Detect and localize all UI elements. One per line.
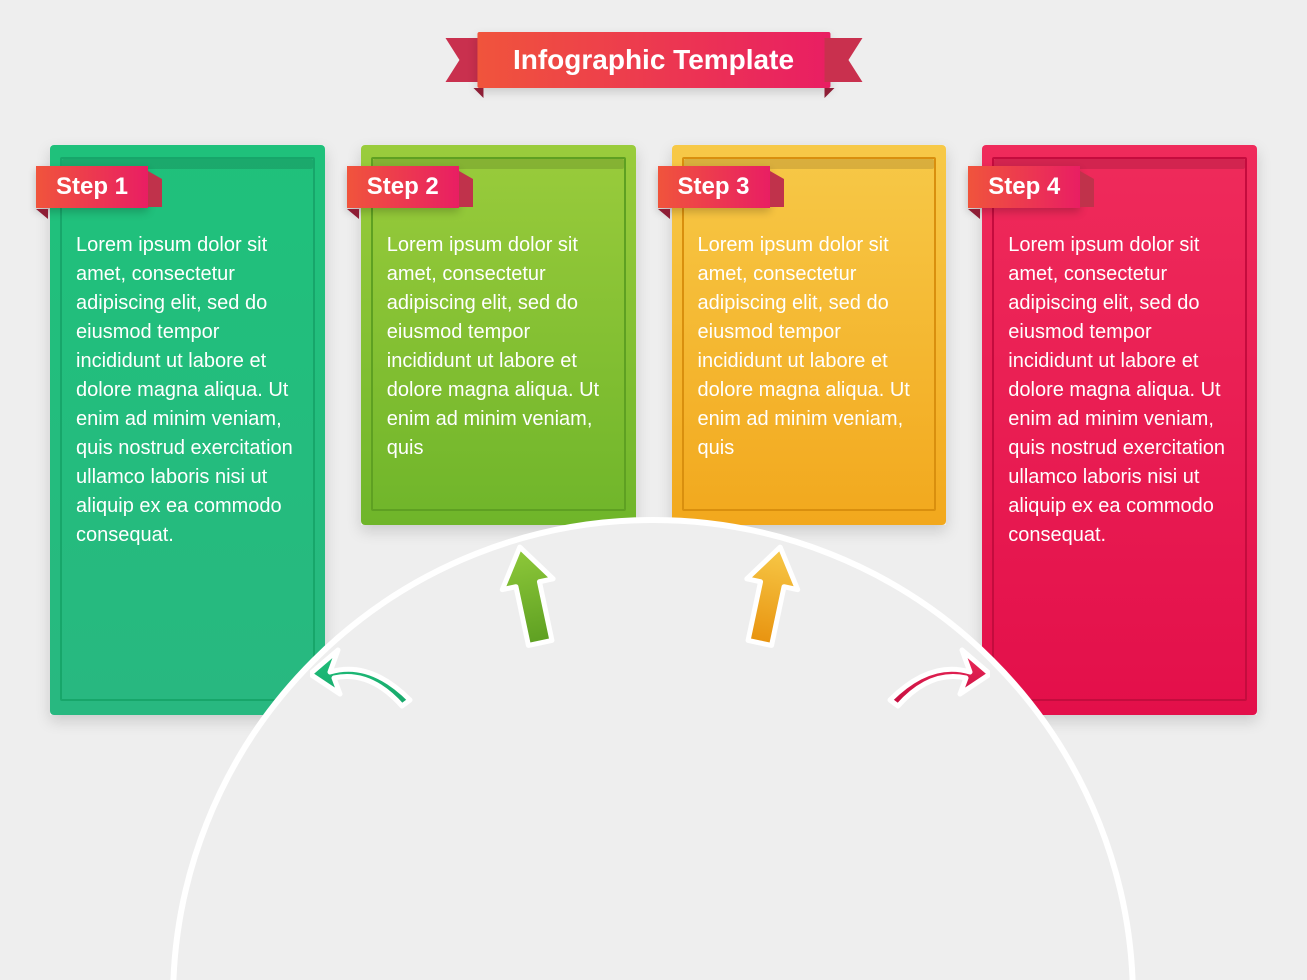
step-label-3: Step 3 (658, 166, 770, 208)
step-ribbon-2: Step 2 (347, 165, 459, 209)
step-column-2: Step 2 Lorem ipsum dolor sit amet, conse… (361, 145, 636, 525)
title-text: Infographic Template (513, 44, 794, 76)
step-text-2: Lorem ipsum dolor sit amet, consectetur … (387, 231, 610, 463)
step-column-3: Step 3 Lorem ipsum dolor sit amet, conse… (672, 145, 947, 525)
step-text-3: Lorem ipsum dolor sit amet, consectetur … (698, 231, 921, 463)
step-text-1: Lorem ipsum dolor sit amet, consectetur … (76, 231, 299, 550)
step-label-4: Step 4 (968, 166, 1080, 208)
columns-row: Step 1 Lorem ipsum dolor sit amet, conse… (50, 145, 1257, 715)
step-ribbon-1: Step 1 (36, 165, 148, 209)
title-ribbon: Infographic Template (445, 28, 862, 92)
step-ribbon-3: Step 3 (658, 165, 770, 209)
step-label-2: Step 2 (347, 166, 459, 208)
ribbon-tail-right (824, 38, 862, 82)
step-text-4: Lorem ipsum dolor sit amet, consectetur … (1008, 231, 1231, 550)
gauge-hub (444, 700, 864, 920)
step-column-4: Step 4 Lorem ipsum dolor sit amet, conse… (982, 145, 1257, 715)
title-center: Infographic Template (477, 32, 830, 88)
step-ribbon-4: Step 4 (968, 165, 1080, 209)
infographic-stage: Infographic Template Step 1 Lorem ipsum … (0, 0, 1307, 980)
step-column-1: Step 1 Lorem ipsum dolor sit amet, conse… (50, 145, 325, 715)
step-label-1: Step 1 (36, 166, 148, 208)
